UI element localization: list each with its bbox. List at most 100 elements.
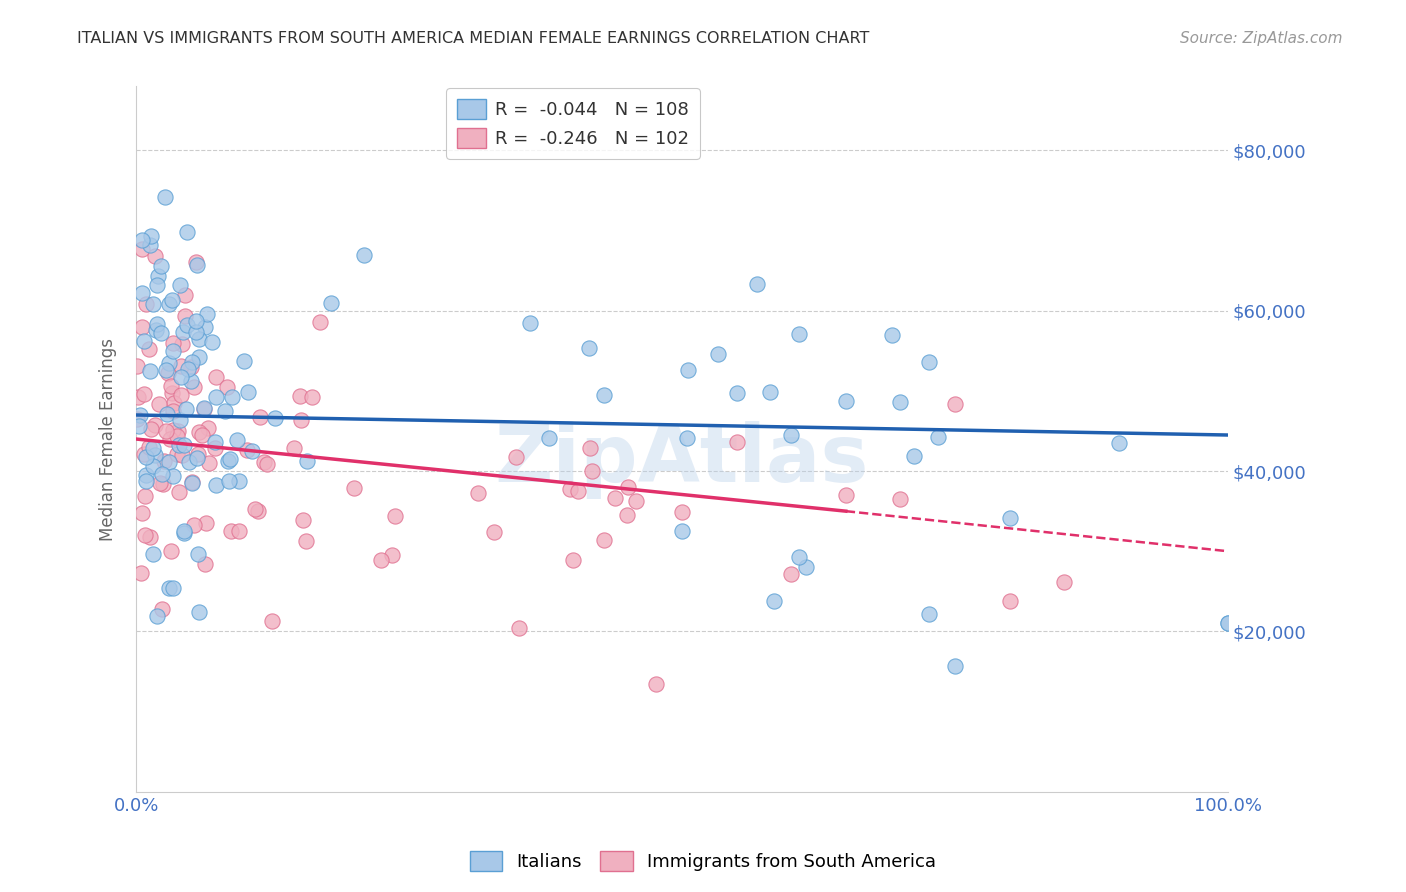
Point — [138, 364, 160, 378]
Point — [157, 297, 180, 311]
Point — [384, 509, 406, 524]
Point — [174, 309, 197, 323]
Point — [1216, 616, 1239, 631]
Point — [290, 413, 312, 427]
Point — [166, 424, 188, 438]
Point — [131, 319, 153, 334]
Point — [149, 259, 172, 273]
Point — [295, 534, 318, 549]
Point — [221, 390, 243, 404]
Point — [725, 435, 748, 450]
Point — [228, 475, 250, 489]
Point — [127, 390, 149, 404]
Point — [205, 477, 228, 491]
Point — [160, 386, 183, 401]
Point — [125, 412, 148, 426]
Point — [567, 483, 589, 498]
Point — [138, 440, 160, 454]
Point — [204, 370, 226, 384]
Point — [142, 547, 165, 561]
Point — [624, 494, 647, 508]
Point — [295, 454, 318, 468]
Point — [131, 506, 153, 520]
Point — [707, 347, 730, 361]
Point — [998, 594, 1021, 608]
Point — [593, 533, 616, 547]
Point — [177, 455, 200, 469]
Point — [131, 242, 153, 256]
Point — [882, 328, 904, 343]
Point — [308, 315, 330, 329]
Point — [218, 474, 240, 488]
Point — [139, 229, 162, 244]
Point — [157, 581, 180, 595]
Point — [256, 458, 278, 472]
Point — [644, 677, 666, 691]
Point — [135, 474, 157, 488]
Point — [159, 544, 181, 558]
Point — [233, 354, 256, 368]
Point — [135, 450, 157, 464]
Point — [188, 425, 211, 440]
Point — [301, 390, 323, 404]
Point — [889, 395, 911, 409]
Point — [166, 429, 188, 443]
Point — [201, 335, 224, 350]
Point — [193, 557, 215, 571]
Point — [146, 268, 169, 283]
Point — [918, 355, 941, 369]
Point — [1053, 574, 1076, 589]
Point — [592, 388, 614, 402]
Point — [169, 278, 191, 293]
Point — [169, 413, 191, 427]
Point — [787, 550, 810, 565]
Point — [671, 524, 693, 538]
Point — [560, 482, 582, 496]
Point — [145, 317, 167, 331]
Point — [194, 516, 217, 530]
Point — [162, 404, 184, 418]
Point — [145, 277, 167, 292]
Point — [150, 326, 173, 341]
Point — [745, 277, 768, 292]
Point — [1216, 616, 1239, 631]
Point — [219, 452, 242, 467]
Point — [246, 503, 269, 517]
Point — [370, 553, 392, 567]
Point — [169, 388, 191, 402]
Point — [170, 448, 193, 462]
Point — [173, 287, 195, 301]
Point — [353, 248, 375, 262]
Point — [173, 526, 195, 541]
Point — [217, 454, 239, 468]
Point — [245, 502, 267, 516]
Point — [943, 658, 966, 673]
Legend: R =  -0.044   N = 108, R =  -0.246   N = 102: R = -0.044 N = 108, R = -0.246 N = 102 — [446, 88, 700, 159]
Point — [343, 481, 366, 495]
Point — [519, 316, 541, 330]
Point — [146, 609, 169, 624]
Point — [927, 430, 949, 444]
Point — [166, 447, 188, 461]
Point — [998, 510, 1021, 524]
Point — [264, 411, 287, 425]
Point — [191, 428, 214, 442]
Point — [204, 435, 226, 450]
Point — [283, 441, 305, 455]
Point — [561, 553, 583, 567]
Point — [780, 567, 803, 582]
Point — [186, 255, 208, 269]
Point — [132, 387, 155, 401]
Point — [186, 450, 208, 465]
Point — [145, 249, 167, 263]
Point — [235, 443, 257, 458]
Point — [152, 453, 174, 467]
Point — [173, 524, 195, 538]
Point — [170, 369, 193, 384]
Point — [187, 447, 209, 461]
Point — [381, 548, 404, 562]
Point — [159, 432, 181, 446]
Point — [228, 524, 250, 538]
Point — [186, 325, 208, 339]
Point — [240, 444, 263, 458]
